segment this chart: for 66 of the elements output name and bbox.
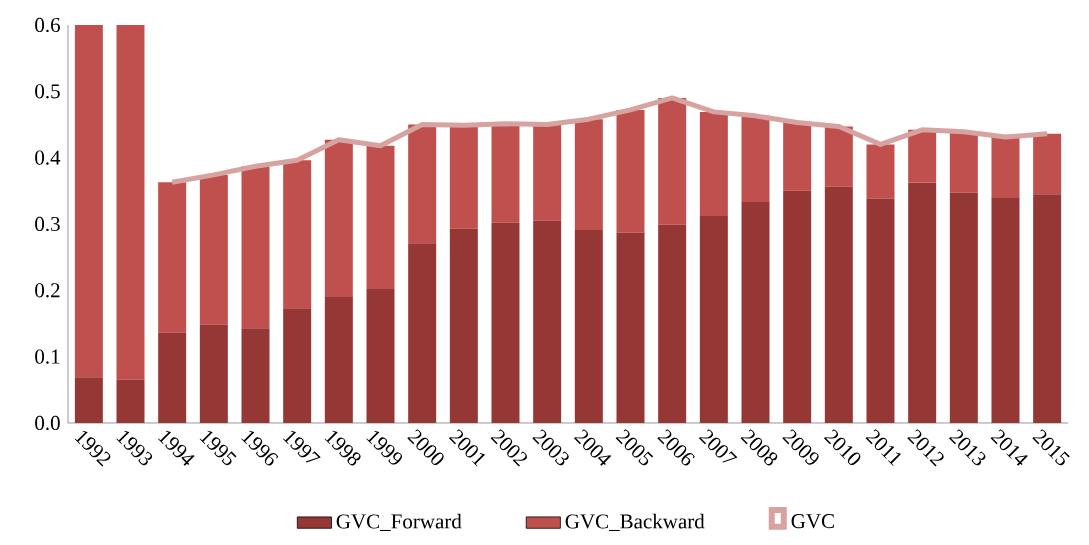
bar xyxy=(824,126,853,187)
bar xyxy=(991,198,1020,423)
bar xyxy=(741,115,770,203)
x-tick-label: 1994 xyxy=(158,430,195,466)
x-tick-label: 1998 xyxy=(324,430,361,466)
bar xyxy=(491,123,520,223)
bar xyxy=(574,229,603,423)
bar xyxy=(449,125,478,229)
x-tick-label: 1997 xyxy=(283,430,321,463)
x-tick-label: 1996 xyxy=(241,430,279,466)
bar xyxy=(533,124,562,221)
bar xyxy=(658,97,687,225)
bar xyxy=(783,122,812,191)
bar xyxy=(616,232,645,423)
bar xyxy=(866,198,895,423)
legend-label: GVC_Forward xyxy=(336,513,462,531)
bar xyxy=(158,182,187,333)
bar xyxy=(324,296,353,423)
bar xyxy=(408,124,437,244)
bar xyxy=(1033,194,1062,423)
bar xyxy=(158,332,187,423)
x-tick-label: 2007 xyxy=(698,429,738,463)
y-tick-label: 0.4 xyxy=(35,150,61,165)
bar xyxy=(783,190,812,423)
bar xyxy=(366,145,395,289)
legend-label: GVC xyxy=(791,514,834,529)
x-tick-label: 1995 xyxy=(199,430,237,466)
x-tick-label: 1993 xyxy=(116,430,153,466)
bar xyxy=(908,129,937,183)
x-tick-label: 1999 xyxy=(366,430,403,465)
bar xyxy=(408,243,437,423)
bar xyxy=(949,192,978,423)
y-tick-label: 0.0 xyxy=(35,415,60,431)
bar xyxy=(116,24,145,380)
y-tick-label: 0.1 xyxy=(35,349,60,364)
bar xyxy=(741,202,770,423)
bar xyxy=(74,377,103,423)
bar xyxy=(949,131,978,193)
bar xyxy=(699,216,728,423)
bar xyxy=(824,186,853,423)
bar xyxy=(1033,133,1062,195)
bar xyxy=(283,160,312,309)
bar xyxy=(74,24,103,378)
bar xyxy=(241,166,270,329)
bar xyxy=(324,139,353,297)
bar xyxy=(199,324,228,423)
bar xyxy=(616,109,645,233)
legend-label: GVC_Backward xyxy=(565,513,705,531)
bar xyxy=(658,224,687,423)
y-tick-label: 0.6 xyxy=(35,17,60,33)
y-tick-label: 0.3 xyxy=(35,216,60,232)
bar xyxy=(699,111,728,217)
bar xyxy=(491,222,520,423)
bar xyxy=(908,182,937,423)
bar xyxy=(866,144,895,199)
bar xyxy=(574,119,603,230)
bar xyxy=(283,308,312,423)
bar xyxy=(533,220,562,423)
y-tick-label: 0.5 xyxy=(35,84,60,99)
bar xyxy=(366,289,395,423)
bar xyxy=(116,379,145,423)
bar xyxy=(991,137,1020,199)
bar xyxy=(199,174,228,325)
bar xyxy=(241,328,270,423)
y-tick-label: 0.2 xyxy=(35,283,60,298)
bar xyxy=(449,228,478,423)
